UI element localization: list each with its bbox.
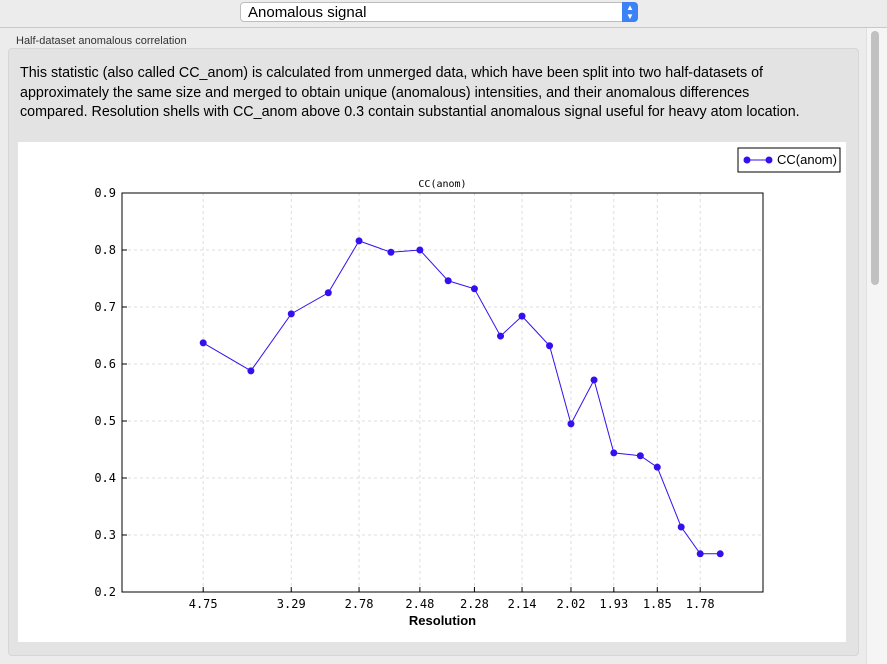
data-point — [387, 248, 395, 256]
y-tick-label: 0.5 — [94, 414, 116, 428]
x-tick-label: 1.93 — [599, 597, 628, 611]
data-point — [677, 523, 685, 531]
legend-label: CC(anom) — [777, 152, 837, 167]
x-tick-label: 1.78 — [686, 597, 715, 611]
data-point — [470, 285, 478, 293]
description-text: This statistic (also called CC_anom) is … — [20, 65, 800, 120]
chart-panel: 0.2 0.3 0.4 0.5 0.6 0.7 0.8 0.9 4.75 3.29 2.78 2.48… — [18, 142, 846, 642]
x-tick-label: 2.78 — [345, 597, 374, 611]
x-tick-label: 2.28 — [460, 597, 489, 611]
data-point — [567, 420, 575, 428]
view-selector[interactable]: Anomalous signal ▲ ▼ — [240, 2, 638, 22]
x-tick-label: 2.48 — [405, 597, 434, 611]
updown-chevron-icon: ▲ ▼ — [622, 2, 638, 22]
data-point — [636, 452, 644, 460]
plot-frame — [121, 192, 764, 593]
data-point — [546, 342, 554, 350]
vertical-scrollbar[interactable] — [866, 28, 887, 664]
data-point — [696, 550, 704, 558]
x-tick-label: 2.14 — [508, 597, 537, 611]
data-point — [355, 237, 363, 245]
group-title: Half-dataset anomalous correlation — [16, 35, 187, 47]
y-tick-label: 0.4 — [94, 471, 116, 485]
data-point — [199, 339, 207, 347]
chart-title: CC(anom) — [418, 179, 466, 190]
scrollbar-thumb[interactable] — [871, 31, 879, 285]
x-tick-label: 3.29 — [277, 597, 306, 611]
cc-anom-chart: 0.2 0.3 0.4 0.5 0.6 0.7 0.8 0.9 4.75 3.29 2.78 2.48… — [94, 147, 841, 628]
data-point — [653, 463, 661, 471]
y-tick-label: 0.2 — [94, 585, 116, 599]
data-point — [518, 312, 526, 320]
data-point — [324, 289, 332, 297]
data-point — [247, 367, 255, 375]
series-line — [202, 240, 721, 555]
y-tick-label: 0.8 — [94, 243, 116, 257]
selector-value: Anomalous signal — [248, 4, 367, 21]
data-point — [716, 550, 724, 558]
y-tick-label: 0.9 — [94, 186, 116, 200]
data-point — [287, 310, 295, 318]
data-point — [610, 449, 618, 457]
x-axis-label: Resolution — [409, 613, 476, 628]
y-tick-label: 0.7 — [94, 300, 116, 314]
x-tick-label: 1.85 — [643, 597, 672, 611]
x-tick-label: 4.75 — [189, 597, 218, 611]
data-point — [590, 376, 598, 384]
legend-marker — [765, 156, 773, 164]
data-point — [497, 332, 505, 340]
toolbar: Anomalous signal ▲ ▼ — [0, 0, 887, 28]
data-point — [416, 246, 424, 254]
data-point — [444, 277, 452, 285]
legend-marker — [743, 156, 751, 164]
y-tick-label: 0.3 — [94, 528, 116, 542]
x-tick-label: 2.02 — [557, 597, 586, 611]
y-tick-label: 0.6 — [94, 357, 116, 371]
